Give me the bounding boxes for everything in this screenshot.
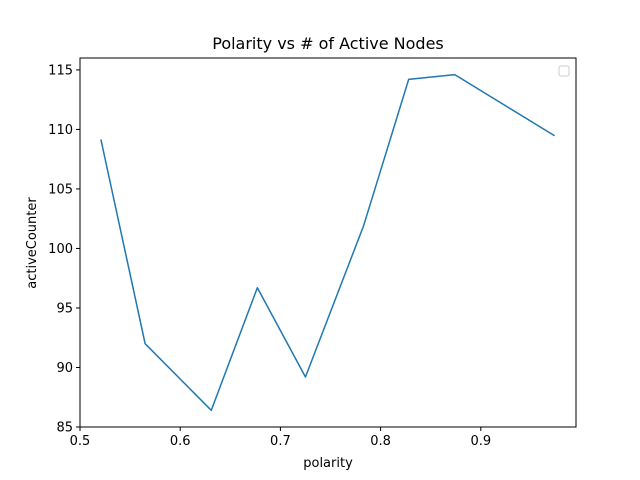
series-line-0 [100,73,555,412]
y-tick-label: 95 [56,301,73,316]
x-tick-label: 0.9 [470,434,491,449]
legend [558,65,570,77]
legend-box [558,65,570,77]
series-layer [100,73,555,412]
x-tick-label: 0.6 [170,434,191,449]
x-axis: 0.5 0.6 0.7 0.8 0.9 [70,427,491,449]
x-tick-label: 0.7 [270,434,291,449]
x-tick-label: 0.5 [70,434,91,449]
x-tick-label: 0.8 [370,434,391,449]
y-axis: 85 90 95 100 105 110 115 [48,63,80,436]
plot-area [79,57,577,428]
y-tick-label: 85 [56,421,73,436]
y-tick-label: 115 [48,63,73,78]
y-tick-label: 110 [48,123,73,138]
chart-title: Polarity vs # of Active Nodes [212,34,444,53]
x-axis-label: polarity [303,456,353,471]
plot-frame [79,57,577,428]
y-tick-label: 100 [48,242,73,257]
y-tick-label: 90 [56,361,73,376]
y-tick-label: 105 [48,182,73,197]
y-axis-label: activeCounter [25,197,40,289]
